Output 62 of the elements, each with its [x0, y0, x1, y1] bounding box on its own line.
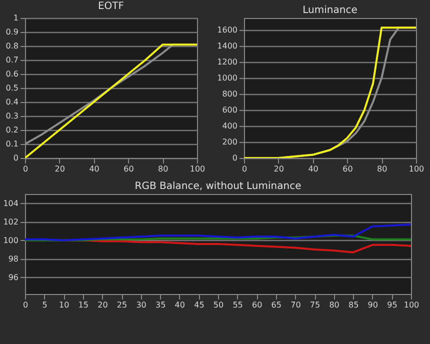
x-tick-label: 0	[22, 300, 28, 310]
y-tick-label: 102	[3, 217, 18, 226]
y-tick-label: 100	[3, 236, 18, 245]
y-tick-label: 0.4	[6, 98, 18, 106]
x-tick-label: 5	[42, 300, 48, 310]
chart-title: Luminance	[302, 5, 358, 16]
y-tick-label: 1000	[217, 74, 238, 82]
y-tick-label: 600	[222, 106, 238, 114]
x-tick-label: 60	[342, 164, 353, 174]
x-tick-label: 65	[271, 300, 282, 310]
y-tick-label: 0	[13, 154, 18, 162]
y-tick-label: 0.8	[6, 42, 18, 50]
y-tick-label: 0	[232, 154, 238, 162]
chart-title: EOTF	[98, 1, 124, 12]
y-tick-label: 0.2	[6, 126, 18, 134]
x-tick-label: 60	[124, 164, 134, 174]
y-tick-label: 0.1	[6, 140, 18, 148]
y-tick-label: 0.9	[6, 28, 18, 36]
x-tick-label: 55	[232, 300, 243, 310]
x-tick-label: 95	[387, 300, 398, 310]
x-tick-label: 100	[190, 164, 206, 174]
y-tick-label: 0.5	[6, 84, 18, 92]
x-tick-label: 75	[310, 300, 320, 310]
y-tick-label: 1400	[217, 42, 238, 50]
x-tick-label: 40	[174, 300, 185, 310]
x-tick-label: 25	[116, 300, 128, 310]
x-tick-label: 80	[329, 300, 340, 310]
y-tick-label: 800	[222, 90, 238, 98]
y-tick-label: 400	[222, 122, 238, 130]
y-tick-label: 104	[3, 198, 18, 208]
x-tick-label: 100	[408, 164, 424, 174]
y-tick-label: 1600	[217, 26, 238, 34]
line-series	[25, 224, 411, 242]
chart-title: RGB Balance, without Luminance	[134, 181, 302, 192]
x-tick-label: 40	[89, 164, 100, 174]
x-tick-label: 80	[377, 164, 388, 174]
x-tick-label: 20	[98, 300, 108, 310]
x-tick-label: 15	[78, 300, 88, 310]
x-tick-label: 10	[59, 300, 70, 310]
x-tick-label: 100	[404, 300, 420, 310]
y-tick-label: 0.6	[6, 70, 18, 78]
x-tick-label: 80	[158, 164, 168, 174]
x-tick-label: 0	[22, 164, 28, 174]
x-tick-label: 60	[252, 300, 262, 310]
x-tick-label: 45	[194, 300, 204, 310]
x-tick-label: 90	[368, 300, 378, 310]
x-tick-label: 40	[308, 164, 318, 174]
x-tick-label: 0	[242, 164, 248, 174]
y-tick-label: 98	[8, 254, 18, 264]
y-tick-label: 200	[222, 138, 238, 146]
x-tick-label: 20	[274, 164, 284, 174]
x-tick-label: 70	[290, 300, 301, 310]
y-tick-label: 0.7	[6, 56, 18, 64]
y-tick-label: 1	[13, 14, 18, 22]
x-tick-label: 50	[213, 300, 224, 310]
y-tick-label: 1200	[217, 58, 238, 66]
x-tick-label: 85	[348, 300, 359, 310]
y-tick-label: 96	[8, 272, 18, 282]
x-tick-label: 30	[136, 300, 146, 310]
x-tick-label: 20	[54, 164, 65, 174]
x-tick-label: 35	[156, 300, 166, 310]
y-tick-label: 0.3	[6, 112, 18, 120]
